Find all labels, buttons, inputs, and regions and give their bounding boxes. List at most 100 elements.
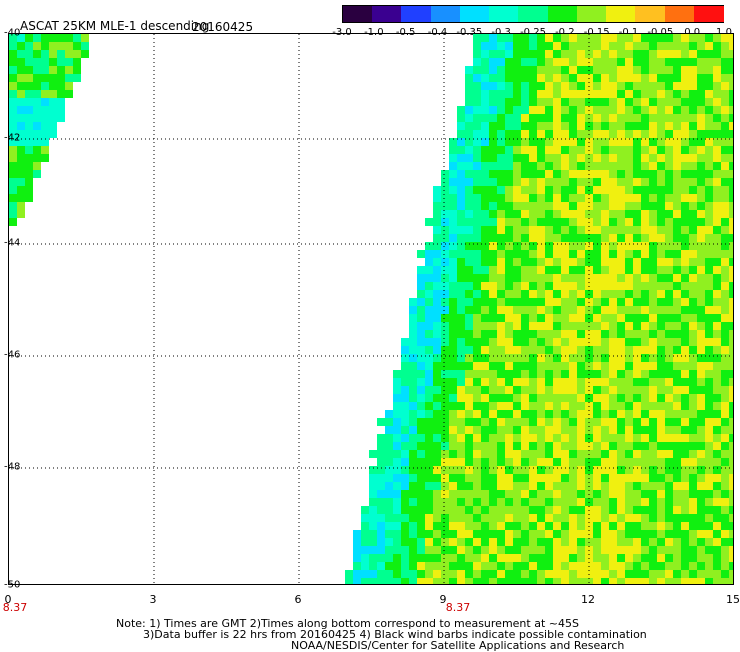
data-cell (473, 522, 481, 530)
data-cell (529, 506, 537, 514)
data-cell (665, 354, 673, 362)
data-cell (625, 218, 633, 226)
data-cell (385, 578, 393, 584)
data-cell (17, 162, 25, 170)
data-cell (609, 290, 617, 298)
data-cell (545, 482, 553, 490)
data-cell (385, 426, 393, 434)
data-cell (497, 98, 505, 106)
data-cell (481, 370, 489, 378)
data-cell (41, 66, 49, 74)
data-cell (625, 250, 633, 258)
data-cell (649, 394, 657, 402)
data-cell (441, 186, 449, 194)
data-cell (705, 178, 713, 186)
data-cell (465, 562, 473, 570)
data-cell (417, 482, 425, 490)
data-cell (665, 570, 673, 578)
data-cell (625, 146, 633, 154)
data-cell (529, 98, 537, 106)
data-cell (393, 410, 401, 418)
data-cell (457, 106, 465, 114)
data-cell (633, 282, 641, 290)
data-cell (17, 130, 25, 138)
data-cell (65, 82, 73, 90)
data-cell (641, 218, 649, 226)
data-cell (417, 346, 425, 354)
data-cell (609, 498, 617, 506)
data-cell (409, 298, 417, 306)
data-cell (729, 282, 733, 290)
data-cell (497, 82, 505, 90)
data-cell (577, 322, 585, 330)
data-cell (473, 442, 481, 450)
data-cell (425, 346, 433, 354)
data-cell (673, 474, 681, 482)
data-cell (697, 234, 705, 242)
data-cell (25, 114, 33, 122)
data-cell (553, 298, 561, 306)
data-cell (489, 122, 497, 130)
data-cell (505, 282, 513, 290)
data-cell (705, 274, 713, 282)
data-cell (721, 202, 729, 210)
data-cell (673, 122, 681, 130)
data-cell (641, 170, 649, 178)
data-cell (617, 306, 625, 314)
data-cell (713, 130, 721, 138)
data-cell (633, 194, 641, 202)
data-cell (473, 362, 481, 370)
data-cell (513, 562, 521, 570)
data-cell (649, 354, 657, 362)
note-line-3: NOAA/NESDIS/Center for Satellite Applica… (291, 639, 625, 652)
data-cell (393, 514, 401, 522)
data-cell (633, 210, 641, 218)
data-cell (473, 290, 481, 298)
data-cell (697, 434, 705, 442)
data-cell (41, 42, 49, 50)
data-cell (561, 50, 569, 58)
data-cell (513, 314, 521, 322)
data-cell (33, 138, 41, 146)
data-cell (705, 418, 713, 426)
data-cell (489, 370, 497, 378)
data-cell (553, 306, 561, 314)
data-cell (689, 82, 697, 90)
data-cell (529, 154, 537, 162)
data-cell (441, 178, 449, 186)
data-cell (17, 186, 25, 194)
data-cell (721, 570, 729, 578)
data-cell (513, 530, 521, 538)
data-cell (665, 498, 673, 506)
data-cell (521, 450, 529, 458)
data-cell (657, 274, 665, 282)
data-cell (465, 106, 473, 114)
data-cell (497, 370, 505, 378)
data-cell (681, 378, 689, 386)
data-cell (689, 122, 697, 130)
data-cell (473, 490, 481, 498)
data-cell (529, 282, 537, 290)
data-cell (617, 378, 625, 386)
data-cell (633, 50, 641, 58)
data-cell (601, 274, 609, 282)
data-cell (41, 106, 49, 114)
data-cell (713, 114, 721, 122)
data-cell (577, 402, 585, 410)
data-cell (513, 538, 521, 546)
data-cell (569, 42, 577, 50)
data-cell (497, 114, 505, 122)
data-cell (457, 162, 465, 170)
data-cell (545, 490, 553, 498)
data-cell (497, 418, 505, 426)
data-cell (633, 482, 641, 490)
data-cell (713, 234, 721, 242)
data-cell (721, 482, 729, 490)
data-cell (601, 226, 609, 234)
data-cell (529, 194, 537, 202)
data-cell (665, 234, 673, 242)
data-cell (449, 562, 457, 570)
data-cell (609, 106, 617, 114)
data-cell (521, 274, 529, 282)
data-cell (657, 290, 665, 298)
